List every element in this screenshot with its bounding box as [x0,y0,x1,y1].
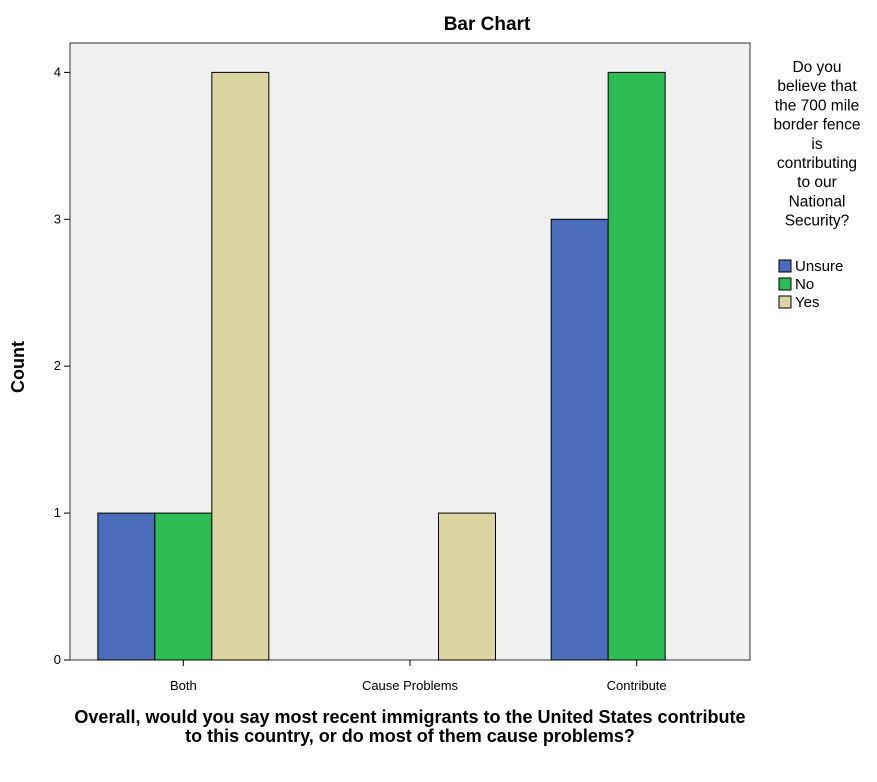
legend-label-yes: Yes [795,294,819,311]
legend-swatch-unsure [778,259,792,273]
y-tick-label: 2 [54,358,61,373]
bar-no-contribute [607,71,666,661]
x-axis: Both Cause Problems Contribute [170,660,667,693]
y-tick-label: 0 [54,652,61,667]
legend: Do you believe that the 700 mile border fen… [773,59,860,311]
legend-title-line: Do you [792,59,841,76]
y-tick-label: 3 [54,211,61,226]
legend-title-line: National [789,193,846,210]
legend-title-line: Security? [785,213,850,230]
x-tick-label: Contribute [607,678,667,693]
bar-unsure-contribute [550,218,609,661]
bars-group [97,71,666,661]
x-tick-label: Both [170,678,197,693]
legend-label-unsure: Unsure [795,258,843,275]
bar-yes-both [211,71,270,661]
legend-title-line: the 700 mile [775,97,859,114]
legend-title-line: to our [797,174,837,191]
legend-label-no: No [795,276,814,293]
y-tick-label: 1 [54,505,61,520]
legend-title-line: border fence [773,117,860,134]
x-tick-label: Cause Problems [362,678,459,693]
y-axis: 0 1 2 3 4 [54,64,70,667]
y-axis-label: Count [8,341,28,393]
legend-swatch-yes [778,295,792,309]
legend-title-line: contributing [777,155,857,172]
chart-title: Bar Chart [444,14,531,35]
bar-unsure-both [97,512,156,661]
legend-title-line: believe that [777,78,857,95]
x-axis-label: Overall, would you say most recent immig… [74,707,746,746]
legend-title-line: is [811,136,822,153]
bar-no-both [154,512,213,661]
legend-swatch-no [778,277,792,291]
y-tick-label: 4 [54,64,61,79]
bar-yes-cause-problems [438,512,496,661]
